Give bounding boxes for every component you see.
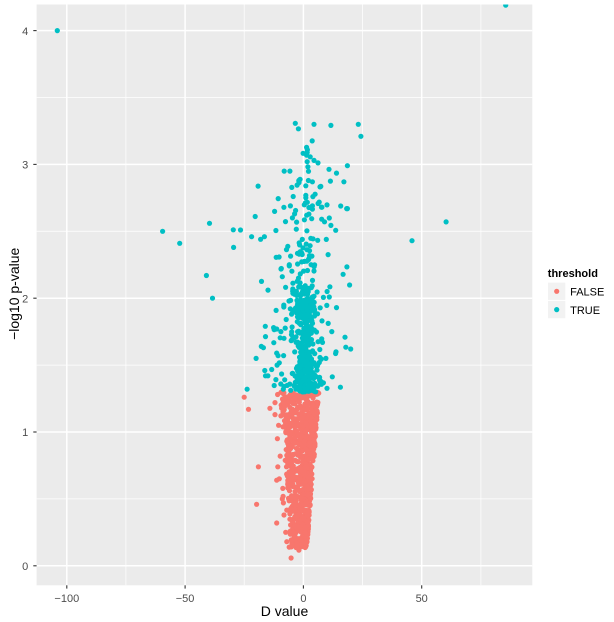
svg-text:0: 0	[22, 561, 28, 573]
svg-text:−50: −50	[176, 593, 195, 605]
svg-text:2: 2	[22, 293, 28, 305]
svg-text:D value: D value	[261, 603, 309, 619]
svg-text:threshold: threshold	[548, 268, 598, 280]
svg-text:0: 0	[300, 593, 306, 605]
svg-text:50: 50	[416, 593, 428, 605]
svg-text:−log10 p-value: −log10 p-value	[6, 247, 22, 339]
svg-text:4: 4	[22, 26, 28, 38]
svg-text:1: 1	[22, 427, 28, 439]
svg-text:3: 3	[22, 160, 28, 172]
svg-text:FALSE: FALSE	[570, 287, 604, 299]
svg-text:TRUE: TRUE	[570, 305, 600, 317]
svg-text:−100: −100	[54, 593, 79, 605]
